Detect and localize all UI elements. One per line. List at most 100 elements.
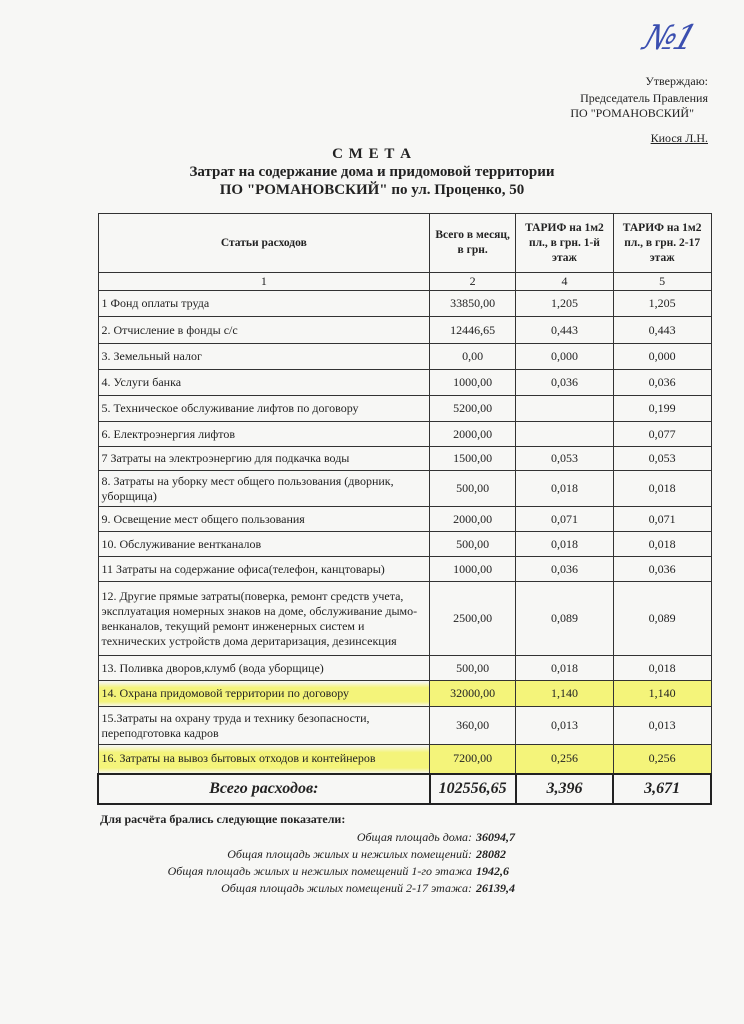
table-row: 15.Затраты на охрану труда и технику без… xyxy=(97,706,712,745)
item-tariff-1: 0,000 xyxy=(515,343,614,370)
item-name: 15.Затраты на охрану труда и технику без… xyxy=(97,706,431,745)
item-name: 5. Техническое обслуживание лифтов по до… xyxy=(97,395,431,422)
item-tariff-1: 0,036 xyxy=(515,369,614,396)
table-row: 14. Охрана придомовой территории по дого… xyxy=(97,680,712,707)
total-row: Всего расходов: 102556,65 3,396 3,671 xyxy=(97,772,712,805)
item-total: 2000,00 xyxy=(429,506,517,532)
table-row: 11 Затраты на содержание офиса(телефон, … xyxy=(97,556,712,582)
header-total: Всего в месяц, в грн. xyxy=(429,213,517,273)
item-tariff-1: 0,071 xyxy=(515,506,614,532)
table-row: 9. Освещение мест общего пользования 2000… xyxy=(97,506,712,532)
approval-line: Утверждаю: xyxy=(645,74,708,88)
document-subtitle: Затрат на содержание дома и придомовой т… xyxy=(189,164,555,180)
item-name: 11 Затраты на содержание офиса(телефон, … xyxy=(97,556,431,582)
total-sum: 102556,65 xyxy=(428,772,517,805)
item-name: 6. Електроэнергия лифтов xyxy=(97,421,431,447)
item-total: 12446,65 xyxy=(429,316,517,344)
item-name: 16. Затраты на вывоз бытовых отходов и к… xyxy=(97,744,431,774)
param-row: Общая площадь жилых и нежилых помещений:… xyxy=(227,847,526,862)
item-tariff-1: 0,036 xyxy=(515,556,614,582)
table-row: 8. Затраты на уборку мест общего пользов… xyxy=(97,470,712,507)
col-number: 4 xyxy=(515,272,614,291)
item-tariff-1 xyxy=(515,395,614,422)
item-total: 1500,00 xyxy=(429,446,517,471)
param-label: Общая площадь жилых и нежилых помещений … xyxy=(167,864,472,878)
item-total: 2500,00 xyxy=(429,581,517,656)
total-tariff-1: 3,396 xyxy=(514,772,615,805)
item-total: 5200,00 xyxy=(429,395,517,422)
approval-org: ПО "РОМАНОВСКИЙ" xyxy=(570,106,694,120)
item-total: 1000,00 xyxy=(429,369,517,396)
param-row: Общая площадь дома: 36094,7 xyxy=(357,830,526,845)
item-name: 12. Другие прямые затраты(поверка, ремон… xyxy=(97,581,431,656)
item-tariff-2: 0,089 xyxy=(612,581,712,656)
table-row: 12. Другие прямые затраты(поверка, ремон… xyxy=(97,581,712,656)
item-tariff-1: 0,018 xyxy=(515,531,614,557)
item-tariff-1: 0,089 xyxy=(515,581,614,656)
item-name: 13. Поливка дворов,клумб (вода уборщице) xyxy=(97,655,431,681)
total-label: Всего расходов: xyxy=(97,772,431,805)
item-tariff-2: 0,077 xyxy=(612,421,712,447)
header-items: Статьи расходов xyxy=(97,213,431,273)
table-row: 3. Земельный налог 0,00 0,000 0,000 xyxy=(97,343,712,370)
item-name: 8. Затраты на уборку мест общего пользов… xyxy=(97,470,431,507)
item-total: 500,00 xyxy=(429,531,517,557)
item-tariff-2: 0,000 xyxy=(612,343,712,370)
item-tariff-1: 1,140 xyxy=(515,680,614,707)
item-total: 1000,00 xyxy=(429,556,517,582)
item-total: 0,00 xyxy=(429,343,517,370)
col-number: 5 xyxy=(612,272,712,291)
item-tariff-2: 0,013 xyxy=(612,706,712,745)
item-name: 2. Отчисление в фонды с/с xyxy=(97,316,431,344)
param-row: Общая площадь жилых помещений 2-17 этажа… xyxy=(221,881,526,896)
item-tariff-2: 0,018 xyxy=(612,470,712,507)
item-tariff-2: 0,443 xyxy=(612,316,712,344)
table-row: 5. Техническое обслуживание лифтов по до… xyxy=(97,395,712,422)
param-value: 1942,6 xyxy=(476,864,509,878)
table-row: 16. Затраты на вывоз бытовых отходов и к… xyxy=(97,744,712,774)
param-value: 36094,7 xyxy=(476,830,515,844)
item-tariff-1: 0,443 xyxy=(515,316,614,344)
item-tariff-1: 0,256 xyxy=(515,744,614,774)
params-heading: Для расчёта брались следующие показатели… xyxy=(100,812,346,826)
param-value: 26139,4 xyxy=(476,881,515,895)
col-number: 2 xyxy=(429,272,517,291)
approval-position: Председатель Правления xyxy=(580,91,708,105)
item-name: 3. Земельный налог xyxy=(97,343,431,370)
item-tariff-2: 0,036 xyxy=(612,556,712,582)
item-tariff-2: 1,205 xyxy=(612,290,712,317)
table-row: 13. Поливка дворов,клумб (вода уборщице)… xyxy=(97,655,712,681)
item-tariff-2: 0,036 xyxy=(612,369,712,396)
param-label: Общая площадь дома: xyxy=(356,830,472,844)
item-tariff-2: 1,140 xyxy=(612,680,712,707)
item-name: 1 Фонд оплаты труда xyxy=(97,290,431,317)
item-tariff-2: 0,018 xyxy=(612,531,712,557)
item-name: 4. Услуги банка xyxy=(97,369,431,396)
cost-table: Статьи расходов Всего в месяц, в грн. ТА… xyxy=(97,213,712,805)
total-tariff-2: 3,671 xyxy=(612,772,712,805)
approval-signer: Киося Л.Н. xyxy=(650,131,708,145)
item-tariff-1: 0,018 xyxy=(515,655,614,681)
item-name: 7 Затраты на электроэнергию для подкачка… xyxy=(97,446,431,471)
item-name: 9. Освещение мест общего пользования xyxy=(97,506,431,532)
item-tariff-1 xyxy=(515,421,614,447)
item-total: 33850,00 xyxy=(429,290,517,317)
item-name: 10. Обслуживание вентканалов xyxy=(97,531,431,557)
table-row: 10. Обслуживание вентканалов 500,00 0,018 0… xyxy=(97,531,712,557)
table-row: 1 Фонд оплаты труда 33850,00 1,205 1,205 xyxy=(97,290,712,317)
item-tariff-2: 0,053 xyxy=(612,446,712,471)
param-label: Общая площадь жилых и нежилых помещений: xyxy=(227,847,472,861)
item-tariff-1: 1,205 xyxy=(515,290,614,317)
header-tariff-1: ТАРИФ на 1м2 пл., в грн. 1-й этаж xyxy=(515,213,614,273)
param-row: Общая площадь жилых и нежилых помещений … xyxy=(168,864,526,879)
param-value: 28082 xyxy=(476,847,506,861)
item-total: 7200,00 xyxy=(429,744,517,774)
item-tariff-1: 0,053 xyxy=(515,446,614,471)
item-tariff-1: 0,013 xyxy=(515,706,614,745)
document-subtitle-2: ПО "РОМАНОВСКИЙ" по ул. Проценко, 50 xyxy=(219,182,525,198)
item-tariff-2: 0,256 xyxy=(612,744,712,774)
table-row: 7 Затраты на электроэнергию для подкачка… xyxy=(97,446,712,471)
handwritten-number: №1 xyxy=(638,18,700,58)
item-tariff-2: 0,199 xyxy=(612,395,712,422)
param-label: Общая площадь жилых помещений 2-17 этажа… xyxy=(221,881,472,895)
